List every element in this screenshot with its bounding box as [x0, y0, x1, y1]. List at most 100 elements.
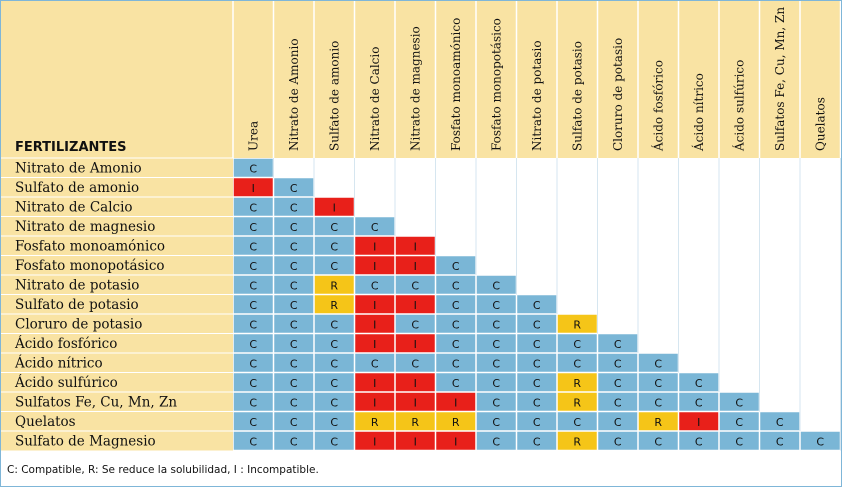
matrix-cell [679, 373, 719, 392]
matrix-cell [274, 412, 314, 431]
matrix-cell [517, 295, 557, 314]
cell-value: C [290, 397, 298, 410]
cell-value: I [373, 241, 376, 254]
column-header: Fosfato monopotásico [489, 18, 503, 151]
cell-value: C [816, 436, 824, 449]
column-header: Nitrato de magnesio [408, 26, 422, 151]
cell-value: I [414, 436, 417, 449]
row-label: Sulfatos Fe, Cu, Mn, Zn [15, 395, 177, 411]
cell-value: C [533, 299, 541, 312]
row-label: Sulfato de potasio [15, 297, 139, 313]
cell-value: C [249, 397, 257, 410]
cell-value: I [414, 338, 417, 351]
cell-value: I [414, 299, 417, 312]
matrix-cell [638, 412, 678, 431]
matrix-cell [557, 431, 597, 450]
cell-value: I [414, 377, 417, 390]
matrix-cell [274, 392, 314, 411]
cell-value: C [249, 338, 257, 351]
row-label: Nitrato de magnesio [15, 219, 155, 235]
cell-value: C [371, 358, 379, 371]
cell-value: R [573, 397, 581, 410]
column-header: Sulfatos Fe, Cu, Mn, Zn [773, 7, 787, 151]
row-label: Quelatos [15, 414, 76, 430]
row-label: Fosfato monoamónico [15, 239, 165, 255]
matrix-cell [598, 353, 638, 372]
cell-value: C [735, 397, 743, 410]
cell-value: C [533, 416, 541, 429]
matrix-cell [679, 392, 719, 411]
cell-value: C [492, 338, 500, 351]
matrix-cell [355, 256, 395, 275]
matrix-cell [476, 373, 516, 392]
cell-value: C [492, 436, 500, 449]
row-label: Sulfato de Magnesio [15, 434, 156, 450]
matrix-cell [476, 295, 516, 314]
matrix-cell [274, 334, 314, 353]
matrix-cell [395, 295, 435, 314]
matrix-cell [233, 314, 273, 333]
cell-value: C [249, 221, 257, 234]
matrix-cell [679, 412, 719, 431]
cell-value: C [533, 377, 541, 390]
matrix-cell [314, 217, 354, 236]
cell-value: C [654, 436, 662, 449]
cell-value: C [249, 241, 257, 254]
matrix-cell [436, 392, 476, 411]
matrix-cell [233, 295, 273, 314]
cell-value: C [249, 299, 257, 312]
cell-value: R [330, 280, 338, 293]
cell-value: I [333, 202, 336, 215]
matrix-cell [436, 275, 476, 294]
cell-value: C [290, 280, 298, 293]
matrix-cell [395, 256, 435, 275]
cell-value: C [573, 416, 581, 429]
cell-value: C [249, 358, 257, 371]
cell-value: C [452, 319, 460, 332]
cell-value: C [614, 377, 622, 390]
matrix-cell [719, 431, 759, 450]
cell-value: I [414, 397, 417, 410]
matrix-cell [274, 178, 314, 197]
cell-value: R [411, 416, 419, 429]
cell-value: C [654, 397, 662, 410]
cell-value: I [454, 436, 457, 449]
cell-value: C [330, 416, 338, 429]
cell-value: C [330, 338, 338, 351]
cell-value: C [411, 319, 419, 332]
matrix-cell [557, 353, 597, 372]
cell-value: C [533, 436, 541, 449]
matrix-cell [436, 412, 476, 431]
cell-value: C [614, 397, 622, 410]
label-column-bg [1, 1, 233, 451]
matrix-cell [233, 275, 273, 294]
cell-value: R [654, 416, 662, 429]
column-header: Ácido nítrico [691, 73, 706, 152]
cell-value: C [249, 280, 257, 293]
cell-value: C [249, 416, 257, 429]
matrix-cell [355, 334, 395, 353]
matrix-cell [314, 392, 354, 411]
matrix-cell [517, 314, 557, 333]
matrix-cell [314, 431, 354, 450]
matrix-cell [274, 217, 314, 236]
matrix-cell [598, 334, 638, 353]
row-label: Nitrato de potasio [15, 278, 139, 294]
matrix-cell [314, 236, 354, 255]
matrix-cell [760, 431, 800, 450]
cell-value: C [290, 221, 298, 234]
column-header: Ácido sulfúrico [731, 60, 746, 152]
cell-value: C [695, 397, 703, 410]
matrix-cell [395, 236, 435, 255]
matrix-cell [355, 314, 395, 333]
cell-value: I [454, 397, 457, 410]
matrix-cell [355, 295, 395, 314]
cell-value: C [492, 280, 500, 293]
matrix-cell [274, 256, 314, 275]
matrix-cell [598, 412, 638, 431]
cell-value: C [776, 436, 784, 449]
column-header: Cloruro de potasio [611, 38, 625, 151]
matrix-cell [233, 431, 273, 450]
cell-value: C [533, 319, 541, 332]
